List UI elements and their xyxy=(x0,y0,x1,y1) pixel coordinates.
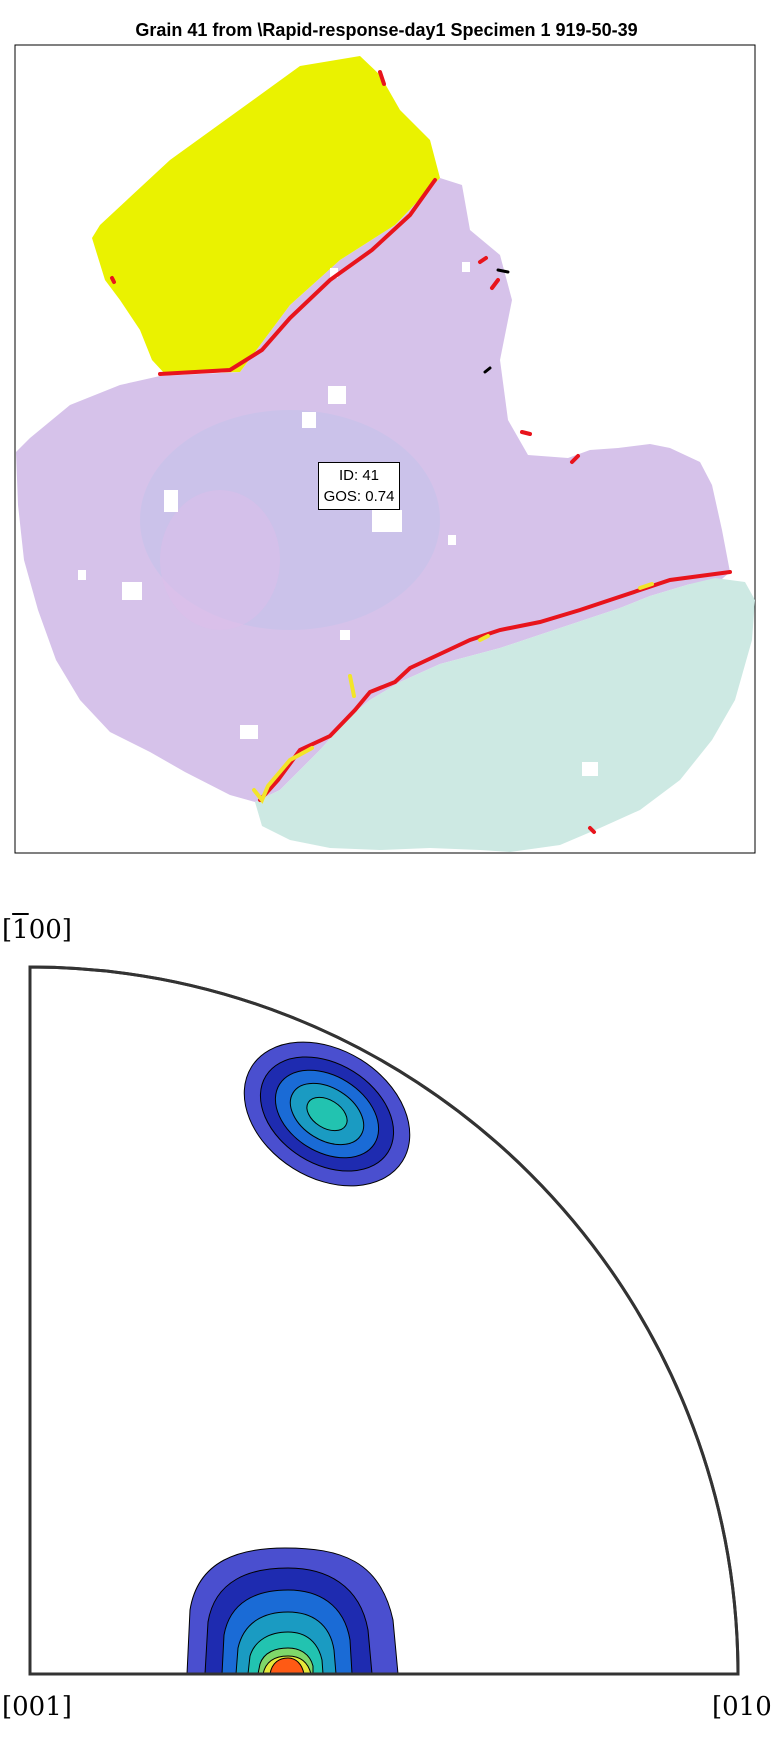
grain-info-label: ID: 41 GOS: 0.74 xyxy=(318,462,400,510)
contour-cluster-lower xyxy=(186,1547,399,1675)
grain-gos-text: GOS: 0.74 xyxy=(323,488,395,505)
pole-top-bar-digit: 1 xyxy=(12,915,29,945)
figure-title: Grain 41 from \Rapid-response-day1 Speci… xyxy=(135,20,638,40)
grain-boundaries xyxy=(110,70,732,834)
unindexed-points xyxy=(78,262,598,776)
grain-id-text: ID: 41 xyxy=(338,467,380,484)
pole-label-left: [001] xyxy=(2,1692,72,1722)
contour-cluster-upper xyxy=(243,1041,411,1187)
grain-map xyxy=(14,44,756,854)
pole-label-right: [010] xyxy=(712,1692,773,1722)
pole-top-rest: 00 xyxy=(28,915,62,945)
ipf-sector-outline xyxy=(28,965,740,1676)
pole-label-top: [100] xyxy=(2,915,72,945)
grain-teal-region xyxy=(255,578,755,852)
grain-yellow-region xyxy=(92,56,440,374)
